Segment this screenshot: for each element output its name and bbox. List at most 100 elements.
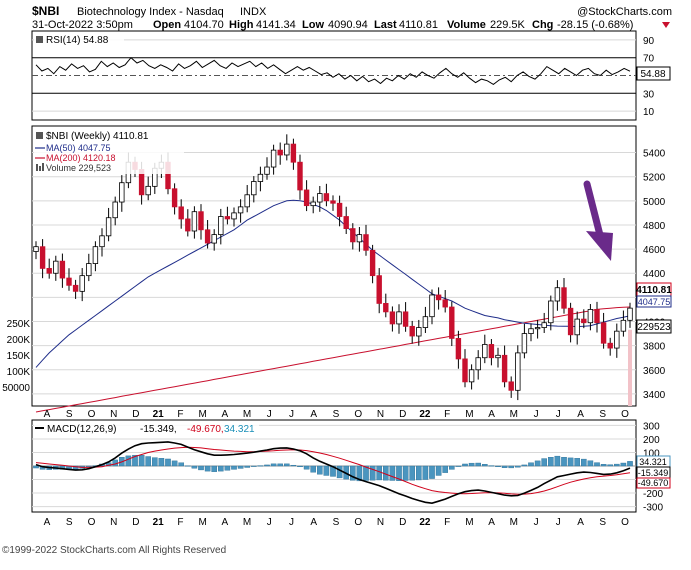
x-tick-label: O — [88, 517, 96, 528]
signal-value-box — [636, 477, 671, 489]
candle — [455, 338, 462, 360]
x-tick-label: A — [44, 409, 51, 420]
volume-tick-label: 150K — [7, 351, 31, 362]
candle — [59, 260, 66, 279]
histogram-bar — [435, 465, 442, 476]
histogram-bar — [237, 465, 244, 469]
candle — [554, 287, 561, 302]
x-tick-label: A — [310, 517, 317, 528]
candle — [442, 299, 448, 308]
histogram-bar — [125, 455, 132, 467]
x-tick-label: O — [354, 517, 362, 528]
histogram-bar — [158, 458, 165, 467]
volume-legend-swatch — [36, 164, 38, 171]
last-value: 4110.81 — [399, 19, 438, 31]
candle — [468, 369, 475, 383]
candle — [620, 319, 627, 332]
rsi-legend-icon — [36, 36, 43, 43]
candle — [627, 307, 633, 321]
macd-line — [35, 441, 631, 505]
volume-box — [636, 319, 672, 334]
x-tick-label: A — [577, 409, 584, 420]
open-label: Open — [153, 19, 181, 31]
rsi-title: RSI(14) 54.88 — [46, 35, 109, 46]
candle — [231, 212, 237, 220]
candle — [475, 357, 481, 371]
histogram-bar — [402, 465, 409, 481]
candle — [541, 322, 547, 328]
candle — [53, 260, 59, 274]
histogram-bar — [627, 461, 633, 467]
volume-legend-swatch-2 — [39, 166, 41, 171]
signal-value-label: -49.670 — [638, 478, 669, 488]
x-tick-label: D — [399, 517, 406, 528]
price-x-axis: A S O N D 21 F M A M J J A S O N D 22 F M A M J J A S O — [44, 409, 629, 420]
x-tick-label: J — [556, 517, 561, 528]
histogram-bar — [416, 465, 422, 481]
candle — [86, 263, 92, 277]
x-tick-label: A — [310, 409, 317, 420]
histogram-bar — [475, 462, 482, 467]
histogram-bar — [541, 458, 547, 467]
low-value: 4090.94 — [328, 19, 368, 31]
candle — [323, 193, 330, 202]
price-tick-label: 3600 — [643, 366, 666, 377]
histogram-bar — [389, 465, 396, 481]
candle — [561, 287, 567, 309]
x-tick-label: O — [354, 409, 362, 420]
candle — [521, 333, 528, 354]
price-legend: $NBI (Weekly) 4110.81 MA(50) 4047.75 MA(… — [34, 128, 184, 174]
histogram-bar — [574, 458, 580, 467]
arrow-head-icon — [586, 231, 613, 261]
hist-value-label: 34.321 — [639, 457, 667, 467]
candle — [191, 211, 198, 232]
histogram-bar — [620, 462, 627, 467]
price-frame — [31, 125, 637, 407]
histogram-bar — [495, 465, 501, 468]
candle — [79, 275, 85, 292]
candle — [237, 206, 244, 214]
rsi-line — [35, 56, 631, 86]
volume-value: 229.5K — [490, 19, 526, 31]
histogram-bar — [191, 465, 198, 469]
rsi-gridlines — [32, 39, 636, 112]
histogram-bar — [231, 465, 237, 470]
x-tick-label: M — [243, 409, 251, 420]
histogram-bar — [277, 463, 284, 467]
hist-legend-value: 34.321 — [224, 424, 255, 435]
candle — [435, 294, 442, 301]
candle — [297, 161, 303, 191]
x-tick-label: S — [333, 517, 340, 528]
candle — [389, 311, 396, 325]
x-tick-label: A — [44, 517, 51, 528]
x-tick-label: F — [444, 409, 450, 420]
histogram-bar — [462, 463, 468, 467]
last-price-label: 4110.81 — [636, 285, 672, 296]
symbol: $NBI — [32, 4, 59, 18]
candle — [72, 284, 79, 292]
macd-tick-label: 200 — [643, 435, 660, 446]
histogram-bar — [270, 463, 277, 467]
x-tick-label: D — [132, 517, 139, 528]
ma200-line — [35, 306, 631, 413]
x-tick-label: A — [577, 517, 584, 528]
candle — [171, 188, 178, 208]
candle — [204, 229, 211, 244]
histogram-bar — [310, 465, 317, 473]
histogram-bar — [264, 464, 270, 467]
candle — [409, 325, 415, 337]
histogram-bar — [171, 460, 178, 467]
histogram-bar — [534, 460, 541, 467]
histogram-bar — [290, 464, 297, 467]
candle — [105, 217, 112, 237]
candle — [310, 201, 316, 207]
x-tick-label: M — [243, 517, 251, 528]
signal-line — [35, 446, 631, 495]
price-tick-label: 4800 — [643, 221, 666, 232]
volume-label: Volume — [447, 19, 486, 31]
price-tick-label: 5000 — [643, 197, 666, 208]
histogram-bar — [184, 465, 191, 467]
histogram-bar — [244, 465, 251, 468]
candle — [574, 318, 580, 336]
candlesticks — [33, 134, 633, 401]
